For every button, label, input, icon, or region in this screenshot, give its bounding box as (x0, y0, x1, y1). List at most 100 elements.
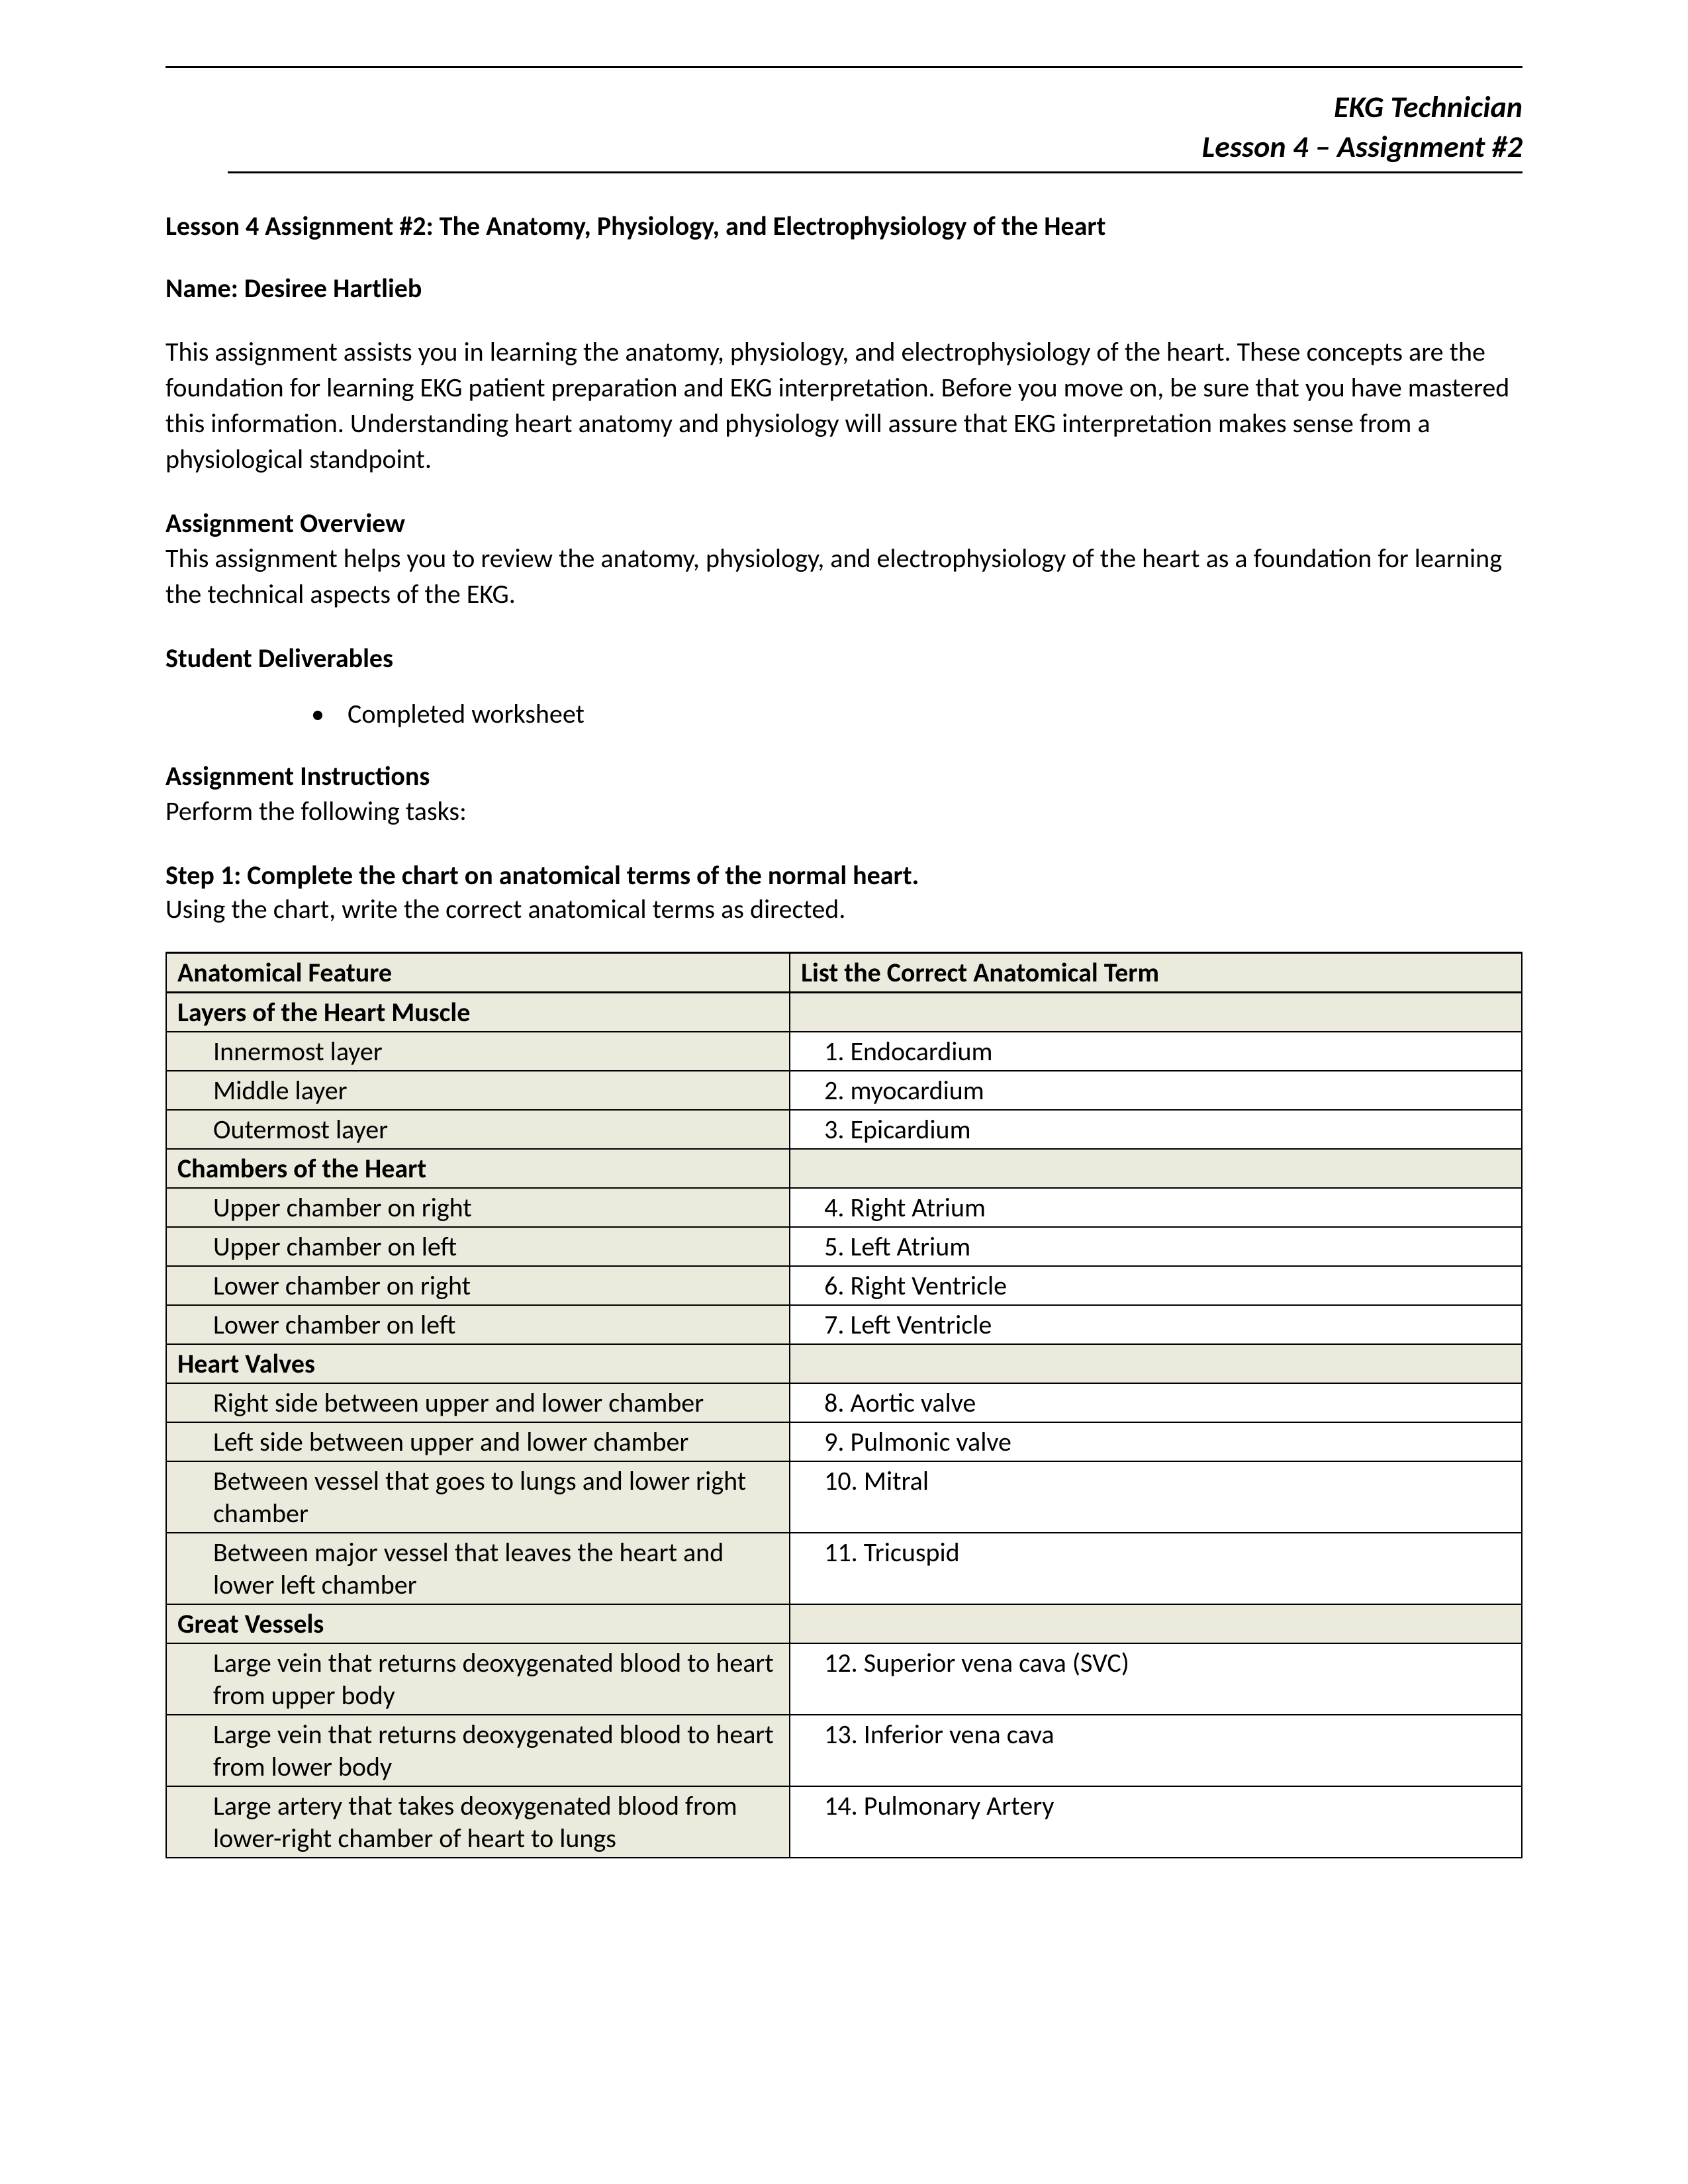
deliverables-list: Completed worksheet (165, 698, 1523, 730)
table-header-row: Anatomical Feature List the Correct Anat… (166, 952, 1522, 992)
term-cell: 1. Endocardium (790, 1032, 1522, 1071)
feature-cell: Right side between upper and lower chamb… (166, 1383, 790, 1422)
term-text: Mitral (858, 1465, 929, 1497)
table-row: Large vein that returns deoxygenated blo… (166, 1715, 1522, 1786)
term-text: Right Atrium (844, 1191, 985, 1224)
deliverable-item: Completed worksheet (311, 698, 1523, 730)
term-number: 14. (801, 1790, 858, 1822)
course-title: EKG Technician (165, 88, 1523, 128)
term-cell: 2. myocardium (790, 1071, 1522, 1110)
term-text: Right Ventricle (844, 1269, 1007, 1302)
overview-text: This assignment helps you to review the … (165, 541, 1523, 612)
term-text: Pulmonic valve (844, 1426, 1011, 1458)
table-row: Middle layer2. myocardium (166, 1071, 1522, 1110)
section-blank-cell (790, 1604, 1522, 1643)
header-underline (228, 171, 1523, 173)
term-cell: 10. Mitral (790, 1461, 1522, 1533)
table-row: Upper chamber on left5. Left Atrium (166, 1227, 1522, 1266)
table-row: Large artery that takes deoxygenated blo… (166, 1786, 1522, 1858)
term-cell: 7. Left Ventricle (790, 1305, 1522, 1344)
table-row: Large vein that returns deoxygenated blo… (166, 1643, 1522, 1715)
table-row: Lower chamber on left7. Left Ventricle (166, 1305, 1522, 1344)
top-horizontal-rule (165, 66, 1523, 68)
term-cell: 14. Pulmonary Artery (790, 1786, 1522, 1858)
deliverables-heading: Student Deliverables (165, 642, 1523, 674)
document-page: EKG Technician Lesson 4 – Assignment #2 … (0, 0, 1688, 1958)
term-number: 3. (801, 1113, 844, 1146)
term-number: 9. (801, 1426, 844, 1458)
term-text: Left Atrium (844, 1230, 970, 1263)
term-number: 11. (801, 1536, 858, 1569)
col-header-feature: Anatomical Feature (166, 952, 790, 992)
lesson-title: Lesson 4 – Assignment #2 (165, 128, 1523, 167)
table-row: Great Vessels (166, 1604, 1522, 1643)
table-row: Left side between upper and lower chambe… (166, 1422, 1522, 1461)
term-number: 13. (801, 1718, 858, 1751)
term-text: Inferior vena cava (858, 1718, 1055, 1751)
instructions-text: Perform the following tasks: (165, 794, 1523, 829)
feature-cell: Lower chamber on left (166, 1305, 790, 1344)
section-label: Layers of the Heart Muscle (166, 992, 790, 1032)
term-text: Pulmonary Artery (858, 1790, 1055, 1822)
section-blank-cell (790, 992, 1522, 1032)
section-label: Great Vessels (166, 1604, 790, 1643)
term-cell: 8. Aortic valve (790, 1383, 1522, 1422)
step1-text: Using the chart, write the correct anato… (165, 893, 1523, 925)
section-blank-cell (790, 1344, 1522, 1383)
overview-heading: Assignment Overview (165, 507, 1523, 539)
feature-cell: Between major vessel that leaves the hea… (166, 1533, 790, 1604)
term-number: 7. (801, 1308, 844, 1341)
section-label: Heart Valves (166, 1344, 790, 1383)
term-cell: 11. Tricuspid (790, 1533, 1522, 1604)
step1-heading: Step 1: Complete the chart on anatomical… (165, 859, 1523, 891)
term-number: 2. (801, 1074, 844, 1107)
feature-cell: Between vessel that goes to lungs and lo… (166, 1461, 790, 1533)
feature-cell: Left side between upper and lower chambe… (166, 1422, 790, 1461)
table-row: Between major vessel that leaves the hea… (166, 1533, 1522, 1604)
term-text: Superior vena cava (SVC) (858, 1647, 1129, 1679)
table-row: Layers of the Heart Muscle (166, 992, 1522, 1032)
term-text: Aortic valve (844, 1387, 976, 1419)
term-cell: 4. Right Atrium (790, 1188, 1522, 1227)
table-row: Chambers of the Heart (166, 1149, 1522, 1188)
term-text: Endocardium (844, 1035, 992, 1068)
term-number: 8. (801, 1387, 844, 1419)
term-number: 6. (801, 1269, 844, 1302)
term-text: Epicardium (844, 1113, 970, 1146)
intro-paragraph: This assignment assists you in learning … (165, 334, 1523, 477)
instructions-heading: Assignment Instructions (165, 760, 1523, 792)
term-cell: 5. Left Atrium (790, 1227, 1522, 1266)
term-cell: 13. Inferior vena cava (790, 1715, 1522, 1786)
assignment-title: Lesson 4 Assignment #2: The Anatomy, Phy… (165, 210, 1523, 242)
table-row: Outermost layer3. Epicardium (166, 1110, 1522, 1149)
term-cell: 12. Superior vena cava (SVC) (790, 1643, 1522, 1715)
term-text: myocardium (844, 1074, 984, 1107)
feature-cell: Large vein that returns deoxygenated blo… (166, 1715, 790, 1786)
student-name: Name: Desiree Hartlieb (165, 272, 1523, 304)
term-text: Left Ventricle (844, 1308, 992, 1341)
term-cell: 3. Epicardium (790, 1110, 1522, 1149)
term-number: 4. (801, 1191, 844, 1224)
table-row: Right side between upper and lower chamb… (166, 1383, 1522, 1422)
feature-cell: Large artery that takes deoxygenated blo… (166, 1786, 790, 1858)
table-row: Lower chamber on right 6. Right Ventricle (166, 1266, 1522, 1305)
section-label: Chambers of the Heart (166, 1149, 790, 1188)
term-number: 10. (801, 1465, 858, 1497)
term-number: 1. (801, 1035, 844, 1068)
section-blank-cell (790, 1149, 1522, 1188)
feature-cell: Middle layer (166, 1071, 790, 1110)
term-number: 12. (801, 1647, 858, 1679)
feature-cell: Upper chamber on left (166, 1227, 790, 1266)
term-number: 5. (801, 1230, 844, 1263)
feature-cell: Innermost layer (166, 1032, 790, 1071)
table-row: Innermost layer1. Endocardium (166, 1032, 1522, 1071)
term-text: Tricuspid (858, 1536, 960, 1569)
feature-cell: Lower chamber on right (166, 1266, 790, 1305)
term-cell: 9. Pulmonic valve (790, 1422, 1522, 1461)
feature-cell: Outermost layer (166, 1110, 790, 1149)
table-row: Between vessel that goes to lungs and lo… (166, 1461, 1522, 1533)
feature-cell: Large vein that returns deoxygenated blo… (166, 1643, 790, 1715)
page-header: EKG Technician Lesson 4 – Assignment #2 (165, 88, 1523, 167)
feature-cell: Upper chamber on right (166, 1188, 790, 1227)
table-row: Upper chamber on right4. Right Atrium (166, 1188, 1522, 1227)
